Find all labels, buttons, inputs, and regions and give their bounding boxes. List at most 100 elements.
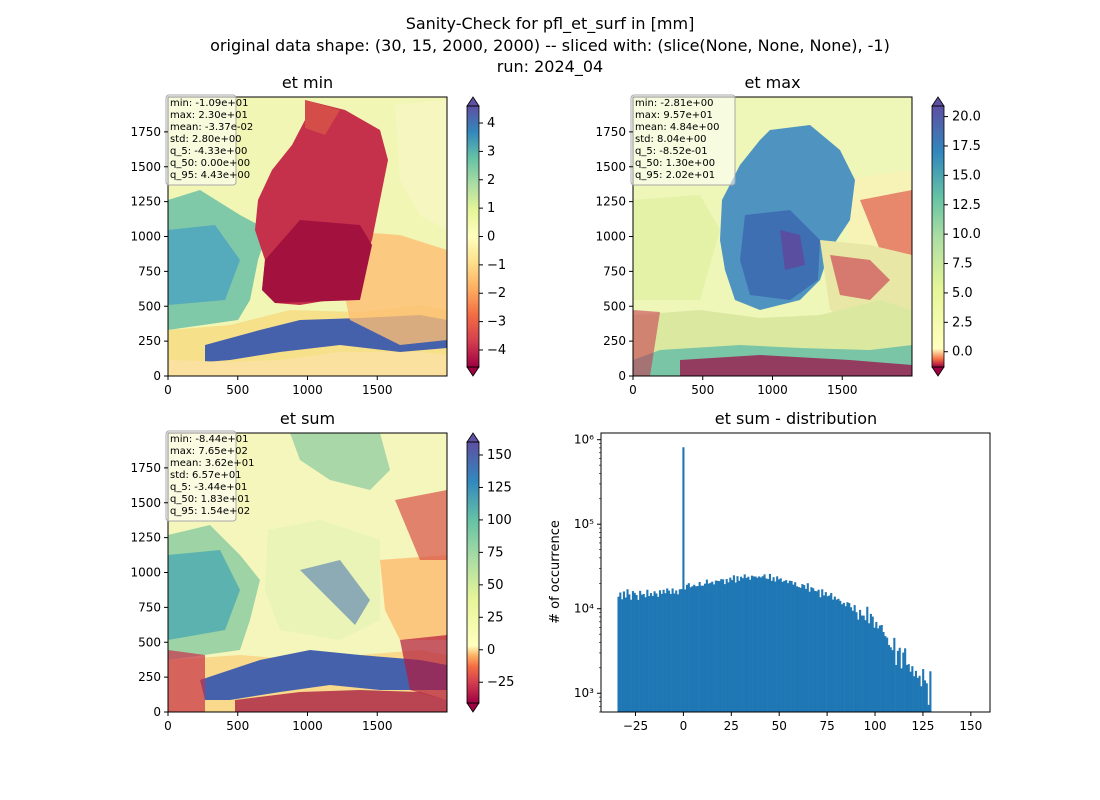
histogram-bar	[900, 668, 903, 712]
histogram-bar	[631, 591, 635, 712]
colorbar-tick-label: −2	[487, 286, 506, 301]
histogram-bar	[754, 576, 757, 712]
stats-box: min: -8.44e+01 max: 7.65e+02 mean: 3.62e…	[165, 430, 254, 522]
y-tick-label: 0	[153, 705, 161, 719]
colorbar-tick-label: −25	[487, 675, 514, 690]
histogram-bar	[848, 603, 851, 712]
histogram-bar	[821, 589, 824, 712]
histogram-bar	[756, 577, 759, 712]
histogram-bar	[750, 575, 753, 712]
stat-line: q_5: -3.44e+01	[170, 482, 247, 493]
histogram-bar	[860, 615, 863, 712]
histogram-bar	[774, 581, 777, 712]
histogram-bar	[826, 596, 829, 712]
colorbar: 150 125 100 75 50 25 0 −25	[466, 432, 514, 713]
histogram-bar	[837, 598, 840, 712]
colorbar-tick-label: 17.5	[952, 139, 981, 154]
histogram: et sum - distribution −25 0 25 50 75 100 125 15…	[548, 409, 991, 733]
histogram-bar	[621, 599, 624, 712]
histogram-bar	[783, 580, 786, 712]
histogram-bar	[817, 589, 820, 712]
suptitle-line-3: run: 2024_04	[497, 57, 603, 77]
map-axes: 0 500 1000 1500 0 250 500 750 1000 1250 1500 1750	[595, 125, 857, 397]
histogram-bar	[880, 624, 883, 712]
y-tick-label: 1250	[130, 531, 161, 545]
stat-line: q_5: -8.52e-01	[635, 146, 708, 157]
colorbar-tick-label: 7.5	[952, 257, 973, 272]
histogram-frame	[600, 432, 991, 713]
stat-line: mean: 3.62e+01	[170, 458, 254, 469]
histogram-bar	[831, 599, 835, 712]
x-tick-label: 500	[226, 383, 249, 397]
histogram-bar	[862, 615, 865, 712]
histogram-bar	[925, 683, 928, 712]
histogram-bar	[675, 590, 678, 712]
histogram-bar	[752, 576, 755, 712]
histogram-bar	[886, 637, 889, 712]
histogram-bar	[676, 594, 680, 712]
histogram-bar	[927, 704, 930, 712]
histogram-bar	[622, 591, 625, 712]
histogram-bar	[806, 583, 809, 712]
x-tick-label: 0	[164, 719, 172, 733]
histogram-bar	[835, 599, 838, 712]
histogram-ylabel: # of occurrence	[548, 520, 563, 624]
histogram-bar	[741, 578, 744, 712]
histogram-bar	[803, 585, 806, 712]
histogram-bar	[804, 588, 808, 712]
colorbar-tick-label: 5.0	[952, 286, 973, 301]
x-tick-label: 1000	[292, 719, 323, 733]
histogram-bar	[855, 612, 858, 712]
histogram-bar	[633, 592, 636, 712]
y-tick-label: 0	[618, 369, 626, 383]
histogram-bar	[644, 597, 647, 712]
histogram-bar	[869, 613, 872, 712]
histogram-bar	[684, 589, 687, 712]
histogram-bar	[727, 582, 730, 712]
histogram-bar	[770, 580, 773, 712]
x-tick-label: 125	[911, 719, 934, 733]
colorbar-tick-label: 2.5	[952, 315, 973, 330]
histogram-bar	[729, 577, 732, 712]
histogram-bar	[720, 579, 723, 712]
histogram-bar	[868, 623, 871, 712]
x-tick-label: 500	[226, 719, 249, 733]
stat-line: min: -8.44e+01	[170, 434, 249, 445]
histogram-bar	[792, 584, 795, 712]
x-tick-label: 1000	[292, 383, 323, 397]
histogram-bar	[765, 578, 768, 712]
colorbar-tick-label: 3	[487, 144, 495, 159]
histogram-bar	[628, 594, 631, 712]
y-tick-label: 1250	[595, 195, 626, 209]
histogram-bar	[691, 586, 694, 712]
histogram-bar	[916, 677, 919, 712]
histogram-bar	[660, 593, 663, 712]
histogram-bar	[680, 589, 683, 712]
map-image	[168, 97, 447, 376]
histogram-bar	[842, 602, 845, 712]
stats-box: min: -1.09e+01 max: 2.30e+01 mean: -3.37…	[165, 94, 253, 186]
histogram-bar	[822, 595, 826, 712]
histogram-bar	[759, 577, 762, 712]
histogram-bar	[682, 447, 685, 712]
histogram-bar	[738, 580, 741, 712]
histogram-bar	[815, 591, 818, 712]
stat-line: min: -1.09e+01	[170, 98, 249, 109]
x-tick-label: 1000	[757, 383, 788, 397]
histogram-bar	[693, 584, 696, 712]
histogram-bar	[617, 596, 620, 712]
colorbar-frame	[931, 105, 945, 368]
histogram-bar	[696, 586, 699, 712]
histogram-bar	[779, 578, 782, 712]
histogram-bar	[808, 591, 811, 712]
histogram-bar	[702, 585, 705, 712]
histogram-bar	[830, 592, 833, 712]
colorbar-tick-label: 75	[487, 545, 504, 560]
stat-line: q_50: 0.00e+00	[170, 158, 250, 169]
histogram-bar	[653, 591, 656, 712]
histogram-bar	[905, 664, 909, 712]
colorbar-tick-label: 10.0	[952, 227, 981, 242]
histogram-bar	[718, 581, 721, 712]
histogram-bar	[851, 610, 854, 712]
